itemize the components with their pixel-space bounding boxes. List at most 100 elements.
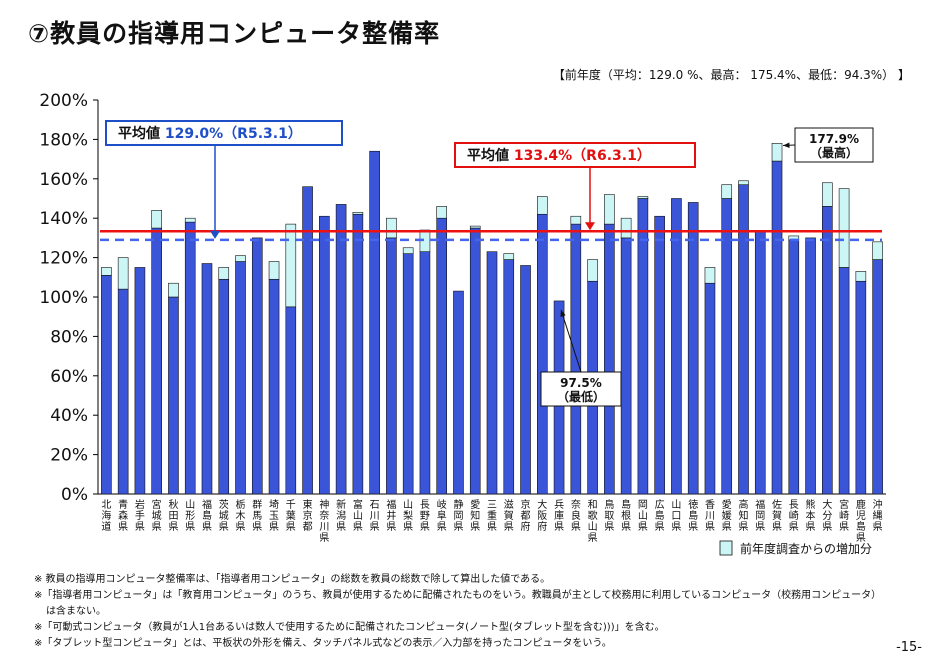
bar-current (503, 259, 515, 495)
x-tick-label: 富山県 (353, 498, 363, 533)
x-tick-label: 福井県 (386, 498, 396, 533)
x-tick-label: 石川県 (370, 500, 380, 533)
x-tick-label: 静岡県 (453, 498, 463, 533)
x-tick-label: 京都府 (521, 498, 531, 533)
bar-current (721, 198, 733, 495)
x-tick-label: 栃木県 (236, 498, 246, 533)
x-tick-label: 福岡県 (755, 498, 765, 533)
bar-increase (587, 259, 598, 282)
footnote: ※「タブレット型コンピュータ」とは、平板状の外形を備え、タッチパネル式などの表示… (34, 638, 612, 649)
y-tick-label: 200% (39, 91, 88, 111)
bar-current (235, 261, 246, 495)
bar-current (805, 237, 816, 495)
annotation-arrow-head (560, 309, 566, 317)
x-tick-label: 茨城県 (219, 498, 229, 533)
x-tick-label: 秋田県 (168, 498, 178, 533)
x-tick-label: 長崎県 (789, 499, 799, 533)
bar-current (402, 253, 414, 495)
bar-increase (151, 210, 162, 229)
x-tick-label: 新潟県 (336, 498, 346, 533)
bar-increase (721, 184, 733, 199)
bar-current (788, 239, 800, 495)
bar-increase (704, 267, 716, 284)
x-tick-label: 愛知県 (470, 498, 480, 533)
bar-current (855, 280, 867, 495)
x-tick-label: 埼玉県 (269, 498, 279, 533)
x-tick-label: 宮城県 (152, 498, 162, 533)
bar-current (620, 237, 632, 495)
x-tick-label: 岡山県 (638, 499, 648, 533)
x-tick-label: 愛媛県 (722, 498, 732, 533)
bar-increase (352, 211, 364, 215)
bar-current (469, 227, 481, 495)
x-tick-label: 北海道 (101, 499, 111, 533)
bar-current (151, 227, 162, 495)
y-tick-label: 80% (50, 327, 88, 347)
bar-increase (402, 247, 414, 254)
bar-current (687, 202, 699, 495)
bar-increase (771, 143, 783, 162)
annotation-box (540, 371, 622, 407)
x-tick-label: 奈良県 (571, 498, 581, 533)
x-tick-label: 沖縄県 (873, 498, 883, 533)
footnotes: ※ 教員の指導用コンピュータ整備率は、「指導者用コンピュータ」の総数を教員の総数… (34, 572, 881, 652)
bar-current (184, 221, 196, 495)
bar-current (536, 213, 548, 495)
y-tick-label: 180% (39, 130, 88, 150)
footnote: ※「可動式コンピュータ（教員が1人1台あるいは数人で使用するために配備されたコン… (34, 622, 665, 633)
bar-current (872, 259, 883, 495)
footnote: ※「指導者用コンピュータ」は「教育用コンピュータ」のうち、教員が使用するために配… (34, 590, 882, 601)
bar-increase (101, 267, 112, 276)
x-tick-label: 山形県 (185, 499, 195, 533)
previous-year-stats: 【前年度（平均：129.0 %、最高： 175.4%、最低：94.3%） 】 (552, 68, 910, 82)
footnote: ※ 教員の指導用コンピュータ整備率は、「指導者用コンピュータ」の総数を教員の総数… (34, 574, 551, 585)
current-average-label-box (454, 142, 696, 168)
x-tick-label: 広島県 (655, 498, 665, 533)
x-tick-label: 神奈川県 (319, 498, 329, 544)
annotation-leader (560, 309, 582, 373)
current-average-pointer-head (585, 222, 595, 231)
y-tick-label: 0% (61, 485, 88, 505)
x-tick-label: 大阪府 (537, 498, 547, 533)
page-title: ⑦教員の指導用コンピュータ整備率 (28, 19, 441, 48)
bar-increase (822, 182, 833, 207)
bar-current (285, 306, 297, 495)
previous-average-label-box (105, 120, 343, 146)
bar-current (386, 237, 397, 495)
bar-increase (637, 196, 649, 199)
bar-increase (738, 180, 749, 186)
bar-current (822, 206, 833, 495)
bar-current (671, 198, 682, 495)
bar-increase (838, 188, 850, 268)
x-tick-label: 長野県 (420, 499, 430, 533)
bar-current (101, 275, 112, 495)
bar-current (570, 223, 582, 495)
x-tick-label: 高知県 (738, 498, 748, 533)
bar-current (419, 251, 431, 495)
annotation-value: 97.5% (560, 376, 602, 390)
x-tick-label: 岩手県 (135, 498, 145, 533)
bar-current (771, 160, 783, 495)
y-tick-label: 100% (39, 288, 88, 308)
previous-average-label: 平均値 129.0%（R5.3.1） (118, 125, 302, 142)
bar-current (520, 265, 531, 495)
y-tick-label: 40% (50, 406, 88, 426)
bar-increase (386, 217, 397, 239)
bar-increase (620, 217, 632, 239)
footnote: は含まない。 (46, 606, 106, 617)
bar-current (302, 186, 313, 495)
bar-current (134, 267, 146, 495)
y-tick-label: 140% (39, 209, 88, 229)
x-tick-label: 東京都 (303, 498, 313, 533)
bar-increase (117, 257, 129, 290)
x-tick-label: 島根県 (621, 498, 631, 533)
annotation-caption: （最高） (810, 145, 858, 160)
annotation-caption: （最低） (557, 389, 605, 404)
x-tick-label: 青森県 (118, 498, 128, 533)
bar-increase (469, 225, 481, 229)
annotation-arrow-head (783, 142, 790, 148)
x-tick-label: 佐賀県 (772, 499, 782, 533)
x-tick-label: 山口県 (671, 499, 681, 533)
bar-current (335, 204, 347, 495)
x-tick-label: 香川県 (705, 499, 715, 533)
